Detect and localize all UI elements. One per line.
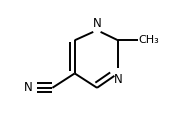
Text: N: N xyxy=(24,81,33,94)
Text: N: N xyxy=(114,73,122,86)
Text: CH₃: CH₃ xyxy=(139,35,160,45)
Text: N: N xyxy=(93,17,101,30)
